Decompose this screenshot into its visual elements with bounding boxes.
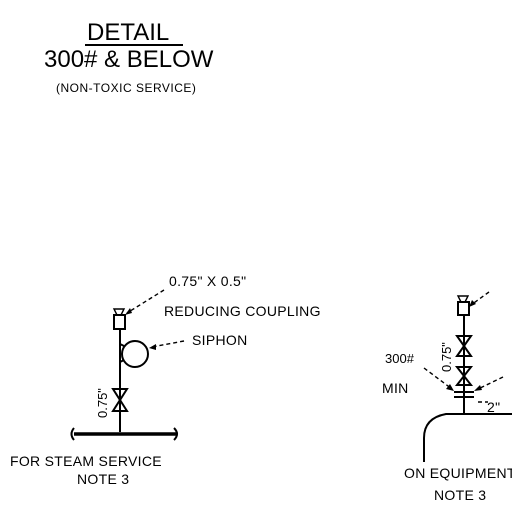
top-leader (470, 291, 490, 306)
title-detail: DETAIL (87, 19, 169, 46)
gate-valve-icon (111, 388, 129, 402)
siphon-leader (151, 340, 185, 348)
steam-caption-note: NOTE 3 (77, 471, 129, 487)
left-pipe-size-label: 0.75" (95, 388, 110, 418)
title-rating: 300# & BELOW (44, 46, 214, 73)
reducing-coupling (113, 314, 126, 330)
coupling-leader (126, 289, 165, 314)
siphon-loop (121, 340, 149, 368)
pipe-break-left (70, 427, 75, 441)
coupling (457, 301, 470, 316)
siphon-label: SIPHON (192, 332, 247, 348)
equipment-caption-note: NOTE 3 (434, 487, 486, 503)
equipment-caption: ON EQUIPMENT (404, 465, 512, 481)
rating-min-label: MIN (382, 380, 409, 396)
rating-label: 300# (385, 351, 415, 366)
coupling-size-label: 0.75" X 0.5" (169, 273, 246, 289)
lower-valve-icon (454, 366, 474, 378)
equipment-shell (423, 413, 512, 462)
right-pipe-size-label: 0.75" (439, 342, 454, 372)
rating-leader (423, 367, 453, 390)
equipment-detail: 0.75" 300# MIN 2" ON EQUIPMENT NOTE 3 (382, 291, 512, 503)
pipe-break-right (173, 427, 178, 441)
coupling-name-label: REDUCING COUPLING (164, 303, 321, 319)
title-service: (NON-TOXIC SERVICE) (56, 81, 196, 95)
nozzle-size-label: 2" (487, 399, 500, 415)
steam-caption: FOR STEAM SERVICE (10, 453, 162, 469)
upper-valve-icon (455, 335, 473, 348)
steam-service-detail: 0.75" X 0.5" REDUCING COUPLING SIPHON 0.… (10, 273, 321, 487)
